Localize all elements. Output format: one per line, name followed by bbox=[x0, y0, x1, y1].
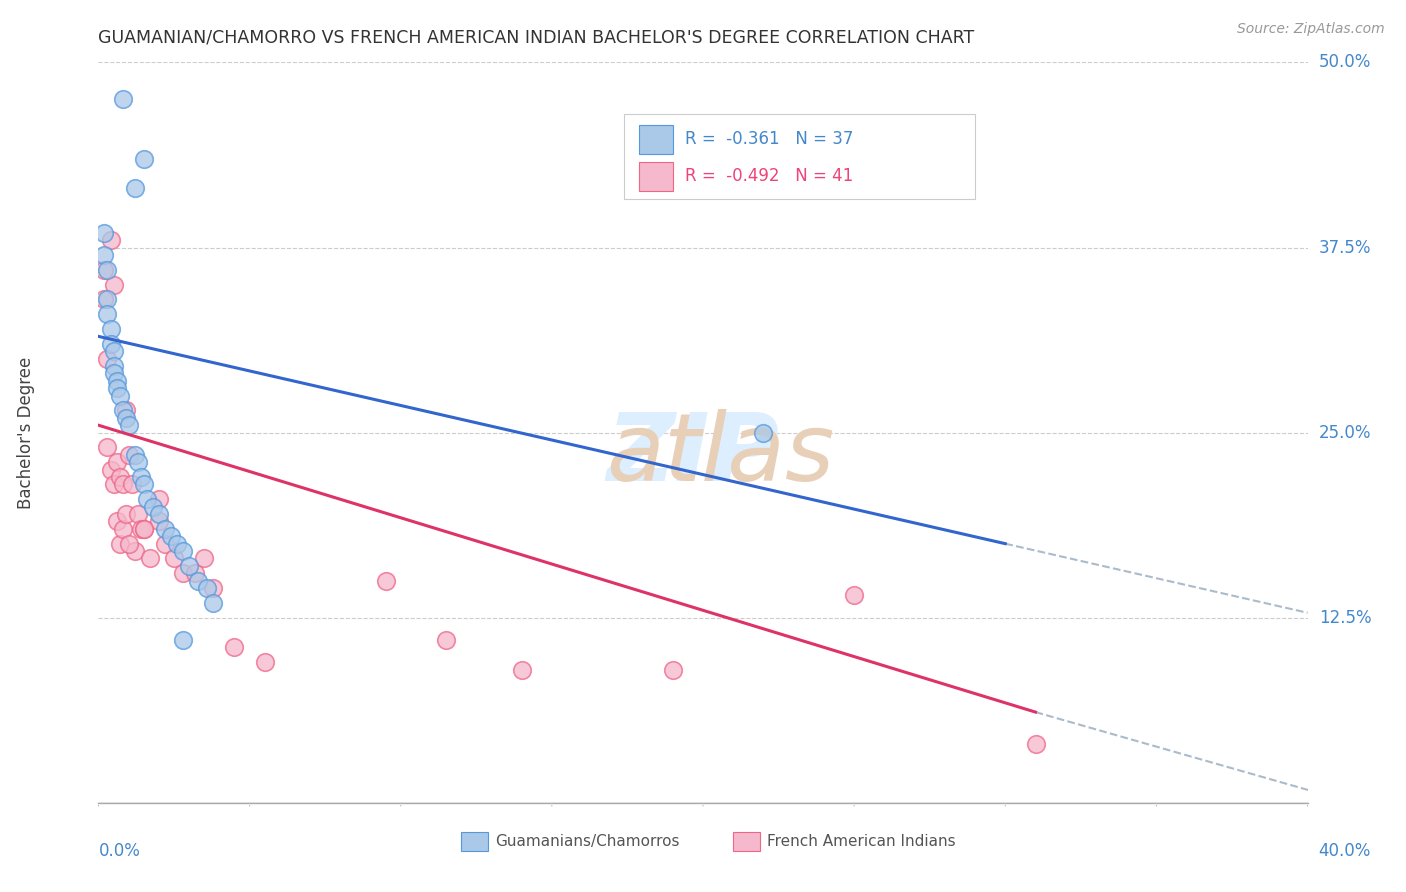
Text: atlas: atlas bbox=[606, 409, 835, 500]
Point bbox=[96, 351, 118, 366]
Point bbox=[108, 470, 131, 484]
Point bbox=[103, 477, 125, 491]
Point bbox=[121, 477, 143, 491]
Point bbox=[124, 448, 146, 462]
Point bbox=[96, 441, 118, 455]
Point bbox=[202, 581, 225, 595]
Point bbox=[132, 522, 155, 536]
Text: 37.5%: 37.5% bbox=[1319, 238, 1371, 257]
Point bbox=[661, 663, 683, 677]
Point bbox=[510, 663, 533, 677]
Text: 12.5%: 12.5% bbox=[1319, 608, 1371, 627]
Point bbox=[434, 632, 457, 647]
Point bbox=[100, 322, 122, 336]
Point bbox=[111, 403, 134, 417]
Point bbox=[96, 262, 118, 277]
Point bbox=[148, 515, 170, 529]
Point bbox=[179, 558, 201, 573]
Point bbox=[172, 544, 194, 558]
Text: GUAMANIAN/CHAMORRO VS FRENCH AMERICAN INDIAN BACHELOR'S DEGREE CORRELATION CHART: GUAMANIAN/CHAMORRO VS FRENCH AMERICAN IN… bbox=[98, 29, 974, 47]
Point bbox=[100, 233, 122, 247]
Point bbox=[127, 507, 149, 521]
Point bbox=[153, 522, 176, 536]
Point bbox=[114, 403, 136, 417]
Point bbox=[224, 640, 246, 655]
Point bbox=[172, 632, 194, 647]
Bar bbox=[624, 114, 976, 200]
Point bbox=[127, 455, 149, 469]
Text: ZIP: ZIP bbox=[606, 409, 779, 500]
Point bbox=[105, 515, 128, 529]
Point bbox=[1024, 737, 1046, 751]
Point bbox=[93, 293, 115, 307]
Point bbox=[844, 589, 866, 603]
Text: Guamanians/Chamorros: Guamanians/Chamorros bbox=[495, 834, 679, 849]
Point bbox=[195, 581, 218, 595]
Point bbox=[118, 448, 141, 462]
Point bbox=[108, 388, 131, 402]
Point bbox=[163, 551, 186, 566]
Point bbox=[889, 145, 911, 159]
Point bbox=[124, 544, 146, 558]
Point bbox=[132, 522, 155, 536]
Point bbox=[93, 248, 115, 262]
Point bbox=[114, 410, 136, 425]
Point bbox=[148, 507, 170, 521]
Bar bbox=[638, 126, 673, 153]
Point bbox=[129, 470, 152, 484]
Text: Source: ZipAtlas.com: Source: ZipAtlas.com bbox=[1237, 22, 1385, 37]
Text: 25.0%: 25.0% bbox=[1319, 424, 1371, 442]
Point bbox=[93, 226, 115, 240]
Point bbox=[100, 462, 122, 476]
Point bbox=[374, 574, 396, 588]
Point bbox=[105, 374, 128, 388]
Point bbox=[96, 307, 118, 321]
Bar bbox=[638, 162, 673, 191]
Point bbox=[193, 551, 215, 566]
Point bbox=[103, 359, 125, 373]
Point bbox=[139, 551, 162, 566]
Bar bbox=[734, 832, 759, 851]
Point bbox=[752, 425, 775, 440]
Point bbox=[129, 522, 152, 536]
Bar bbox=[461, 832, 488, 851]
Point bbox=[160, 529, 183, 543]
Point bbox=[148, 492, 170, 507]
Point bbox=[153, 536, 176, 550]
Point bbox=[187, 574, 209, 588]
Point bbox=[253, 655, 276, 669]
Point bbox=[105, 381, 128, 395]
Point bbox=[100, 336, 122, 351]
Point bbox=[118, 418, 141, 433]
Point bbox=[111, 477, 134, 491]
Point bbox=[184, 566, 207, 581]
Point bbox=[111, 92, 134, 106]
Point bbox=[103, 277, 125, 292]
Point bbox=[166, 536, 188, 550]
Point bbox=[142, 500, 165, 514]
Point bbox=[108, 536, 131, 550]
Point bbox=[135, 492, 157, 507]
Point bbox=[96, 293, 118, 307]
Point bbox=[103, 344, 125, 359]
Point bbox=[103, 367, 125, 381]
Text: French American Indians: French American Indians bbox=[768, 834, 956, 849]
Point bbox=[202, 596, 225, 610]
Point bbox=[118, 536, 141, 550]
Point bbox=[172, 566, 194, 581]
Text: 0.0%: 0.0% bbox=[98, 842, 141, 860]
Text: R =  -0.361   N = 37: R = -0.361 N = 37 bbox=[685, 130, 853, 148]
Point bbox=[114, 507, 136, 521]
Point bbox=[132, 152, 155, 166]
Text: 40.0%: 40.0% bbox=[1319, 842, 1371, 860]
Point bbox=[93, 262, 115, 277]
Text: 50.0%: 50.0% bbox=[1319, 54, 1371, 71]
Point bbox=[111, 522, 134, 536]
Point bbox=[105, 455, 128, 469]
Point bbox=[132, 477, 155, 491]
Text: Bachelor's Degree: Bachelor's Degree bbox=[17, 357, 35, 508]
Text: R =  -0.492   N = 41: R = -0.492 N = 41 bbox=[685, 168, 853, 186]
Point bbox=[124, 181, 146, 195]
